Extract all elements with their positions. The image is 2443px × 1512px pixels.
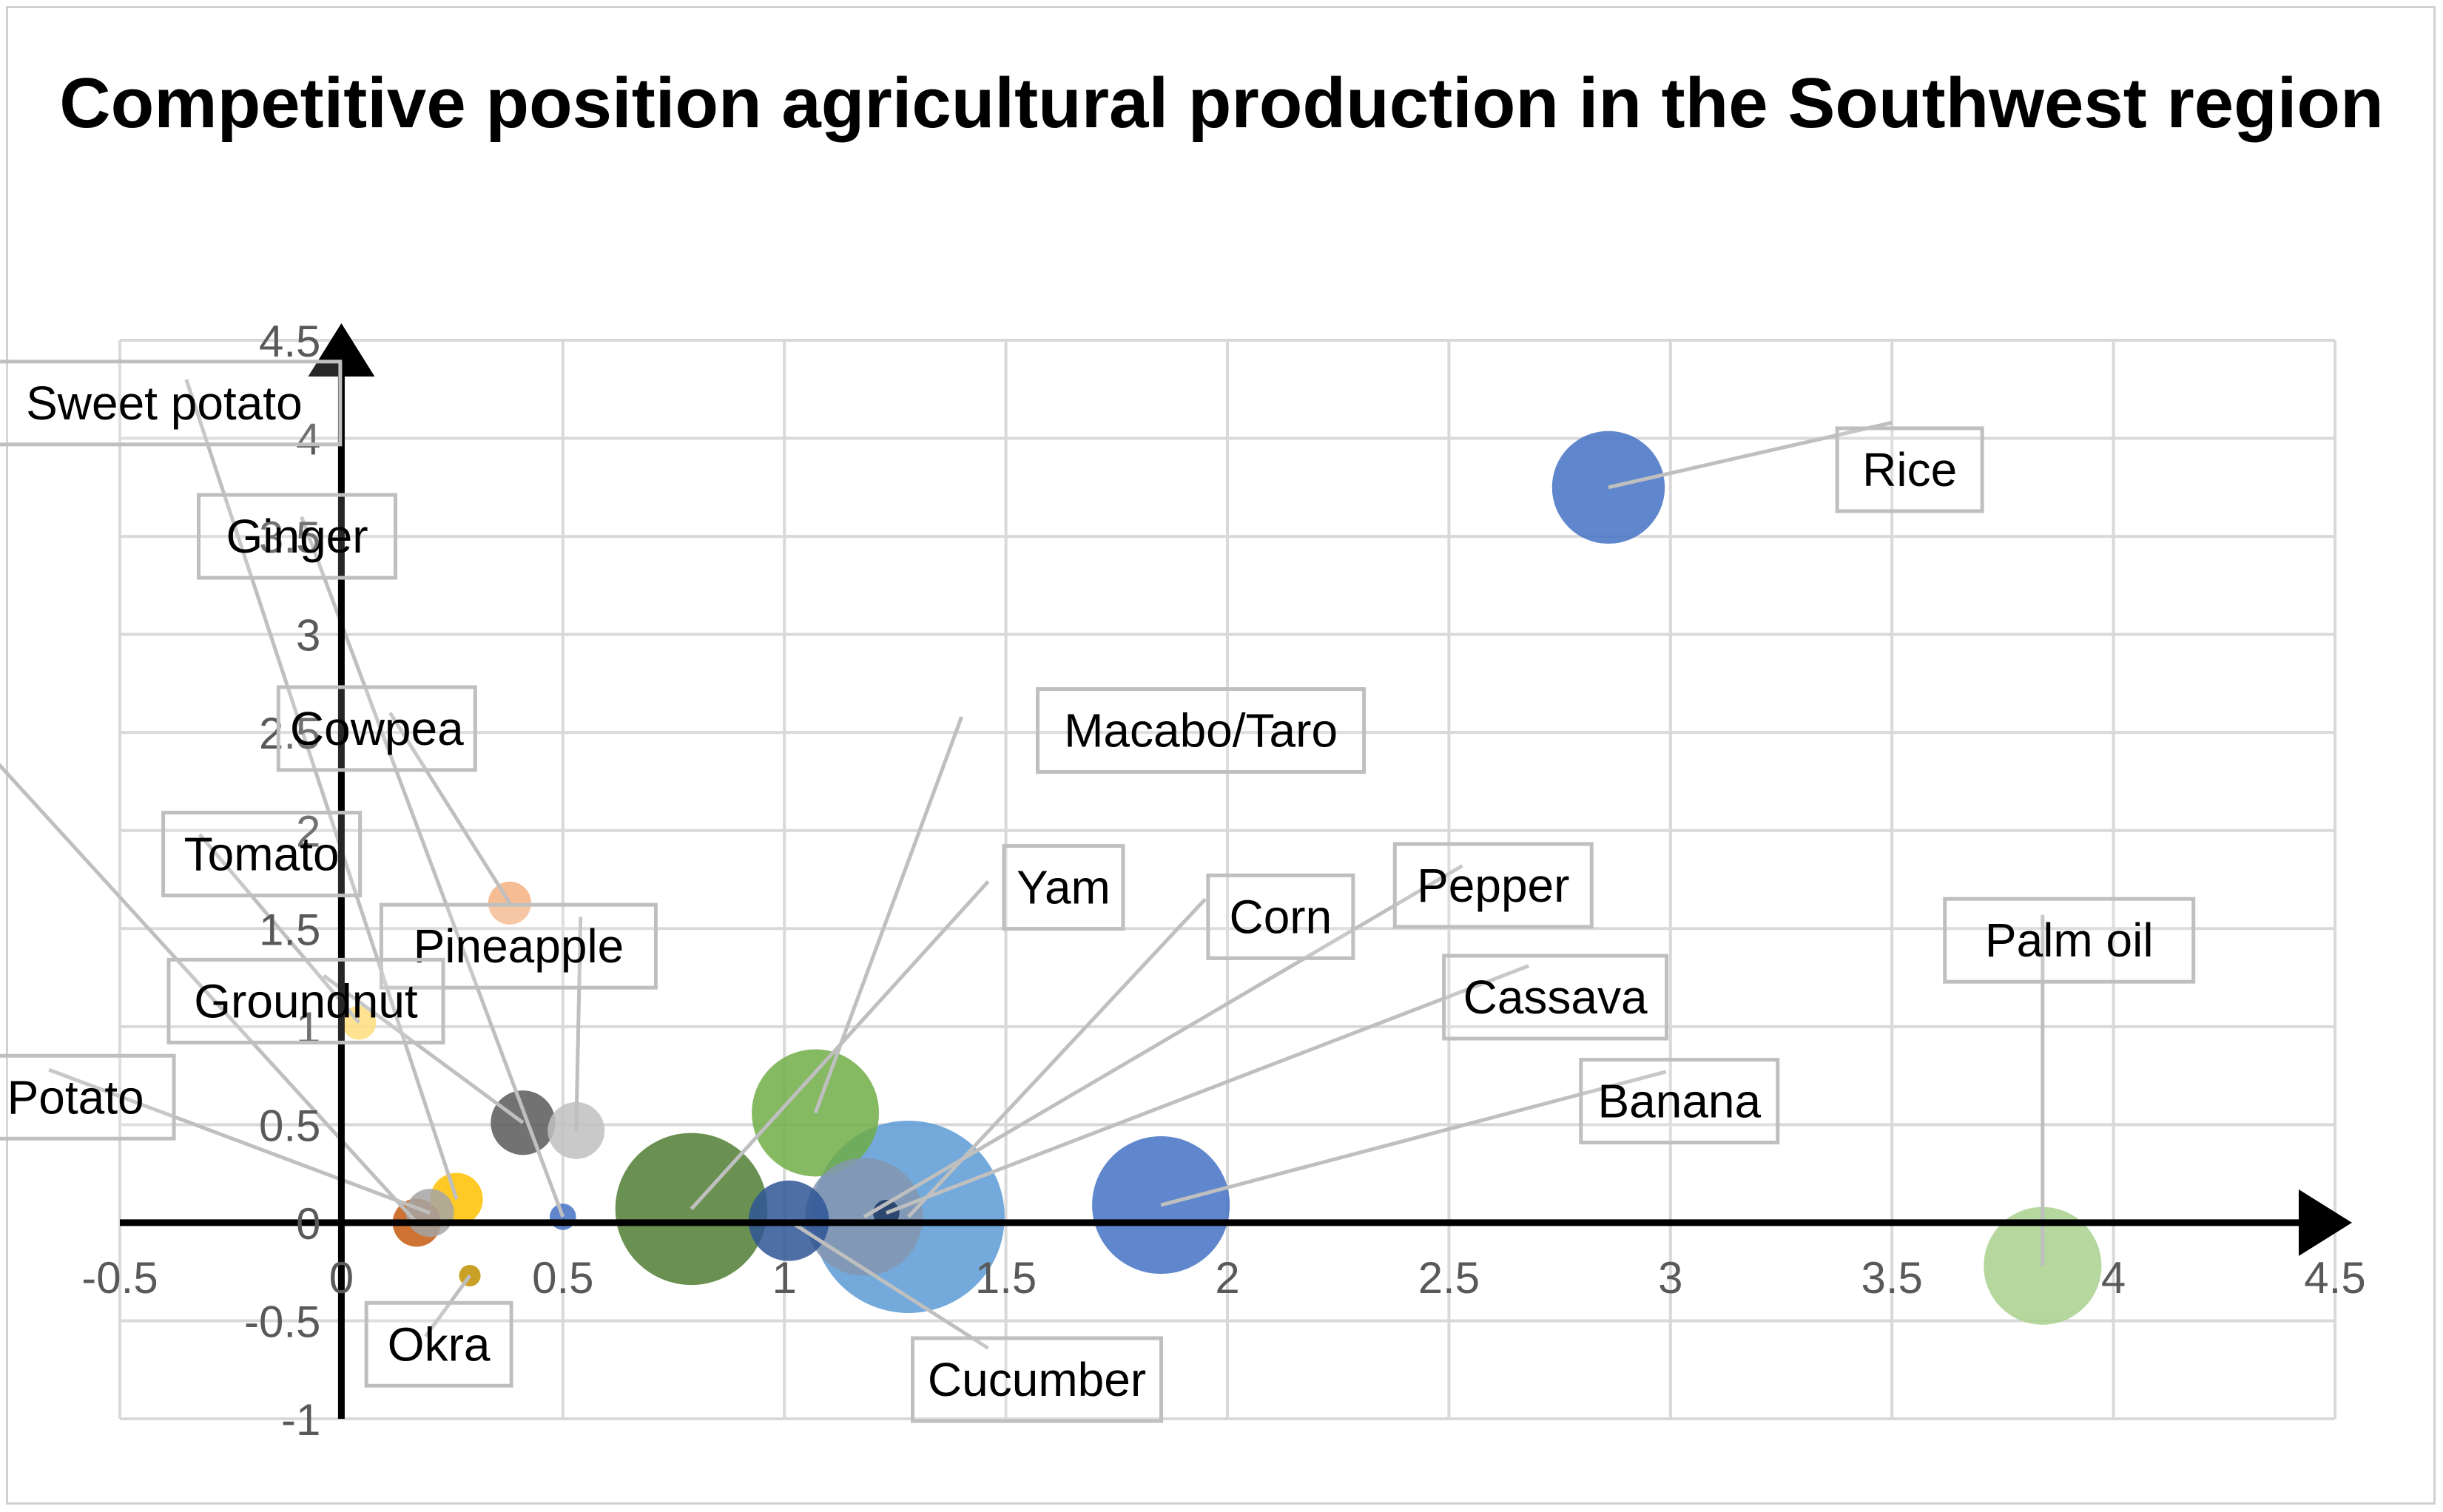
x-tick-label: 1.5 — [975, 1253, 1037, 1303]
label-box-macabo-taro — [1036, 687, 1367, 774]
leader-line-cassava — [886, 964, 1530, 1215]
leader-line-cowpea — [388, 712, 512, 905]
data-label-sweet-potato: Sweet potato — [26, 377, 303, 430]
data-label-corn: Corn — [1229, 890, 1332, 943]
data-label-cucumber: Cucumber — [928, 1353, 1146, 1406]
data-label-tomato: Tomato — [184, 828, 340, 881]
data-label-ginger: Ginger — [226, 510, 368, 563]
label-box-cassava — [1442, 954, 1669, 1041]
label-box-yam — [1002, 844, 1125, 931]
leader-line-okra — [424, 1275, 472, 1338]
label-box-palm-oil — [1943, 897, 2196, 984]
y-tick-label: -1 — [281, 1395, 320, 1445]
leader-line-cucumber — [787, 1219, 989, 1350]
data-label-macabo-taro: Macabo/Taro — [1064, 704, 1338, 757]
leader-line-macabo-taro — [813, 716, 964, 1114]
label-box-ginger — [197, 493, 398, 580]
data-label-groundnut: Groundnut — [194, 974, 418, 1027]
data-label-okra: Okra — [388, 1317, 491, 1371]
data-label-banana: Banana — [1597, 1075, 1761, 1128]
y-tick-label: 2 — [296, 807, 320, 857]
y-tick-label: 3.5 — [259, 513, 320, 562]
bubble-groundnut — [491, 1090, 556, 1155]
data-label-rice: Rice — [1862, 443, 1957, 496]
x-tick-label: 2.5 — [1418, 1253, 1480, 1303]
label-box-cowpea — [276, 685, 477, 772]
x-tick-label: 1 — [772, 1253, 797, 1303]
y-tick-label: 0.5 — [259, 1101, 320, 1150]
leader-line-groundnut — [322, 973, 525, 1124]
data-label-yam: Yam — [1017, 861, 1111, 914]
x-tick-label: 4 — [2101, 1253, 2126, 1303]
label-box-potato — [0, 1053, 176, 1141]
y-tick-label: 3 — [296, 611, 320, 661]
x-tick-label: 2 — [1215, 1253, 1239, 1303]
leader-line-pepper — [863, 864, 1463, 1219]
leader-line-pineapple — [574, 917, 583, 1131]
x-tick-label: 3.5 — [1861, 1253, 1922, 1303]
label-box-groundnut — [166, 957, 445, 1044]
y-tick-label: 4.5 — [259, 317, 320, 366]
data-label-pineapple: Pineapple — [414, 919, 624, 973]
label-box-tomato — [161, 811, 363, 898]
leader-line-sweet-potato — [184, 379, 459, 1200]
data-label-cassava: Cassava — [1463, 971, 1648, 1024]
label-box-sweet-potato — [0, 360, 343, 447]
leader-line-potato — [48, 1067, 431, 1215]
y-tick-label: 1.5 — [259, 905, 320, 954]
chart-frame — [6, 6, 2436, 1505]
x-tick-label: 4.5 — [2304, 1253, 2365, 1303]
leader-line-ginger — [300, 516, 565, 1218]
leader-line-rice — [1608, 420, 1893, 490]
label-box-pineapple — [379, 902, 658, 990]
x-tick-label: 3 — [1658, 1253, 1682, 1303]
data-label-cowpea: Cowpea — [290, 702, 464, 755]
y-tick-label: 2.5 — [259, 709, 320, 758]
y-tick-label: 0 — [296, 1199, 320, 1249]
y-tick-label: -0.5 — [244, 1297, 320, 1346]
label-box-banana — [1579, 1058, 1780, 1145]
bubble-rice — [1551, 431, 1665, 544]
chart-title: Competitive position agricultural produc… — [59, 64, 2384, 143]
label-box-corn — [1206, 873, 1355, 960]
label-box-cucumber — [911, 1336, 1164, 1423]
leader-line-bean — [0, 763, 419, 1224]
leader-line-tomato — [198, 833, 361, 1025]
x-tick-label: 0.5 — [532, 1253, 593, 1303]
label-box-rice — [1835, 426, 1984, 513]
label-box-okra — [364, 1300, 513, 1388]
data-label-palm-oil: Palm oil — [1985, 914, 2154, 967]
x-tick-label: 0 — [329, 1253, 354, 1303]
x-tick-label: -0.5 — [81, 1253, 158, 1303]
leader-line-yam — [690, 880, 990, 1211]
label-box-pepper — [1392, 842, 1594, 929]
y-tick-label: 4 — [296, 415, 320, 465]
data-label-potato: Potato — [7, 1070, 144, 1124]
data-label-pepper: Pepper — [1417, 859, 1569, 912]
